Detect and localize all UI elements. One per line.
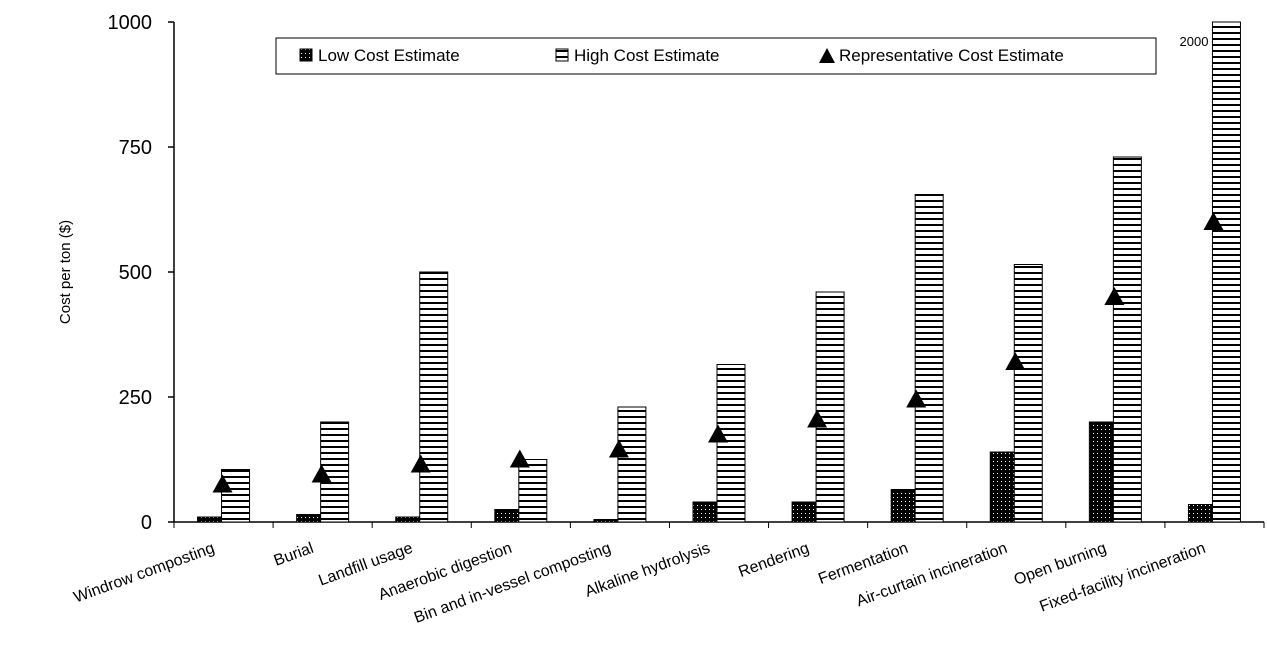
- legend-label-high: High Cost Estimate: [574, 46, 720, 65]
- marker-representative-cost: [1005, 352, 1026, 370]
- marker-representative-cost: [1104, 287, 1125, 305]
- legend-label-low: Low Cost Estimate: [318, 46, 460, 65]
- bar-high-cost: [1211, 21, 1241, 523]
- bar-low-cost: [296, 514, 322, 523]
- y-tick-label: 500: [119, 262, 152, 284]
- bar-low-cost: [1088, 421, 1114, 523]
- category-label: Burial: [272, 540, 316, 570]
- bar-low-cost: [989, 451, 1015, 523]
- legend-swatch-representative: [819, 48, 835, 63]
- representative-markers: [212, 212, 1224, 493]
- marker-representative-cost: [212, 474, 233, 493]
- bar-low-cost: [395, 516, 421, 523]
- marker-representative-cost: [311, 464, 332, 483]
- bar-low-cost: [494, 509, 520, 523]
- y-tick-label: 0: [141, 512, 152, 534]
- marker-representative-cost: [708, 424, 728, 443]
- y-axis-label: Cost per ton ($): [57, 220, 74, 324]
- marker-representative-cost: [608, 439, 629, 458]
- y-tick-label: 250: [119, 387, 152, 409]
- marker-representative-cost: [410, 454, 431, 473]
- marker-representative-cost: [509, 449, 530, 468]
- legend: Low Cost Estimate High Cost Estimate Rep…: [275, 37, 1157, 75]
- category-label: Rendering: [736, 540, 811, 581]
- legend-swatch-high: [555, 48, 569, 62]
- y-tick-label: 1000: [108, 12, 153, 34]
- legend-label-representative: Representative Cost Estimate: [839, 46, 1064, 65]
- bar-high-cost: [1112, 156, 1142, 523]
- y-tick-label: 750: [119, 137, 152, 159]
- off-scale-annotation: 2000: [1180, 34, 1209, 49]
- y-axis-ticks: 0 250 500 750 1000: [108, 12, 174, 534]
- legend-item-low: Low Cost Estimate: [299, 46, 460, 65]
- category-labels: Windrow composting Burial Landfill usageAn…: [72, 540, 1208, 627]
- x-axis-ticks: [173, 522, 1265, 528]
- legend-swatch-low: [299, 48, 313, 62]
- legend-box: [275, 37, 1157, 75]
- marker-representative-cost: [906, 389, 927, 408]
- bar-high-cost: [221, 469, 251, 523]
- bar-high-cost: [419, 271, 449, 523]
- marker-representative-cost: [1203, 212, 1224, 230]
- category-label: Windrow composting: [72, 540, 217, 607]
- bar-high-cost: [716, 364, 746, 523]
- bar-high-cost: [815, 291, 845, 523]
- legend-item-high: High Cost Estimate: [555, 46, 720, 65]
- bar-high-cost: [1013, 264, 1043, 523]
- bar-low-cost: [692, 501, 718, 523]
- legend-item-representative: Representative Cost Estimate: [819, 46, 1064, 65]
- plot-area: 0 250 500 750 1000 Windrow composting Burial L…: [72, 12, 1265, 627]
- bar-low-cost: [593, 519, 619, 523]
- bar-high-cost: [518, 459, 548, 523]
- bar-low-cost: [791, 501, 817, 523]
- category-label: Fixed-facility incineration: [1037, 540, 1207, 616]
- bar-high-cost: [914, 194, 944, 523]
- bars: [197, 21, 1241, 523]
- bar-low-cost: [890, 489, 916, 523]
- bar-low-cost: [1187, 504, 1213, 523]
- bar-high-cost: [617, 406, 647, 523]
- marker-representative-cost: [807, 409, 828, 428]
- bar-low-cost: [197, 516, 223, 523]
